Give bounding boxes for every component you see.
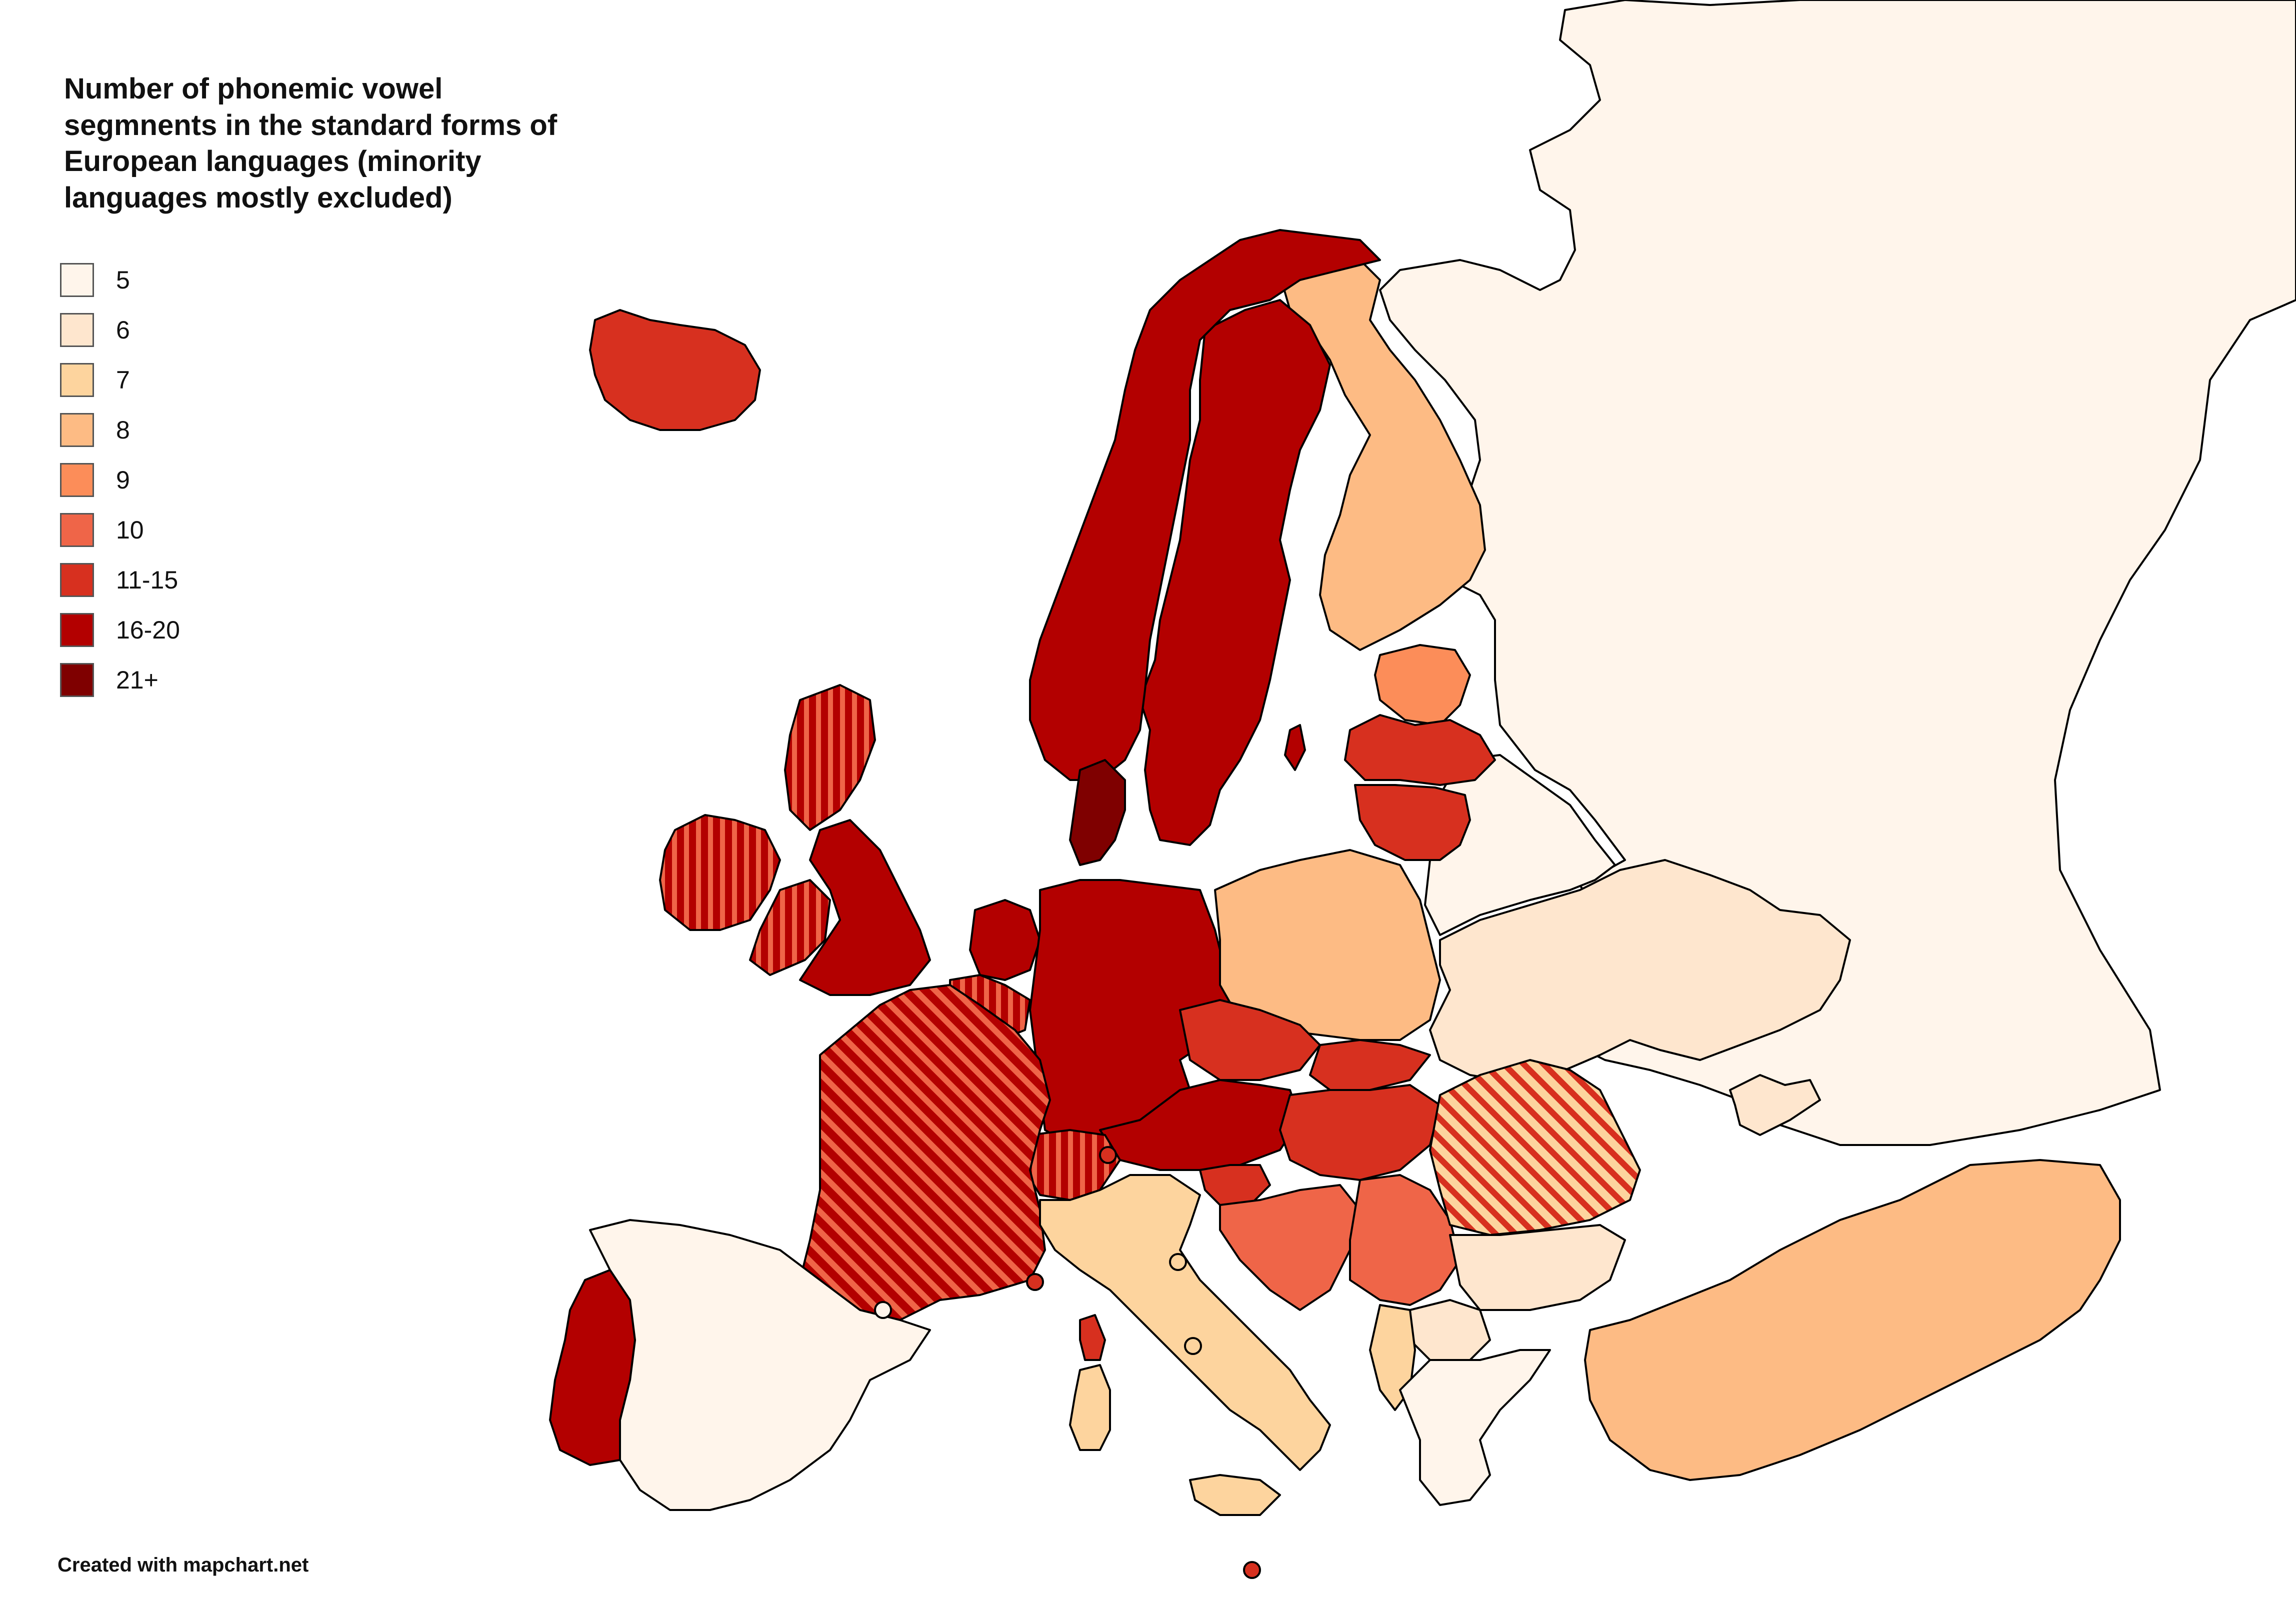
legend: 5 6 7 8 9 10 11-15 16-20 21+: [60, 255, 180, 705]
legend-item: 5: [60, 255, 180, 305]
legend-label: 11-15: [116, 566, 178, 594]
region-greece: [1399, 1349, 1551, 1506]
legend-label: 7: [116, 366, 130, 394]
legend-item: 10: [60, 505, 180, 555]
marker-san-marino: [1169, 1253, 1187, 1271]
legend-swatch: [60, 663, 94, 697]
marker-andorra: [874, 1301, 892, 1319]
region-latvia: [1344, 714, 1496, 786]
region-croatia: [1219, 1184, 1361, 1311]
legend-swatch: [60, 613, 94, 647]
region-denmark: [1069, 759, 1126, 866]
credit-text: Created with mapchart.net: [58, 1554, 309, 1576]
legend-label: 16-20: [116, 616, 180, 644]
region-norway: [1029, 229, 1381, 781]
region-czechia: [1179, 999, 1321, 1081]
map-title: Number of phonemic vowel segmnents in th…: [64, 72, 558, 214]
legend-label: 8: [116, 416, 130, 444]
region-portugal: [549, 1269, 636, 1466]
legend-item: 7: [60, 355, 180, 405]
legend-swatch: [60, 463, 94, 497]
region-sicily: [1189, 1474, 1281, 1516]
legend-label: 9: [116, 466, 130, 494]
region-iceland: [589, 309, 761, 431]
legend-item: 11-15: [60, 555, 180, 605]
legend-swatch: [60, 563, 94, 597]
legend-item: 21+: [60, 655, 180, 705]
legend-swatch: [60, 363, 94, 397]
region-wales[interactable]: [749, 879, 831, 976]
region-finland: [1279, 259, 1486, 651]
region-ukraine: [1429, 859, 1851, 1081]
region-scotland[interactable]: [784, 684, 876, 831]
marker-monaco: [1026, 1273, 1044, 1291]
region-lithuania: [1354, 784, 1471, 861]
legend-swatch: [60, 313, 94, 347]
legend-item: 9: [60, 455, 180, 505]
region-hungary: [1279, 1084, 1441, 1181]
marker-malta: [1243, 1561, 1261, 1579]
region-netherlands: [969, 899, 1041, 981]
legend-label: 6: [116, 316, 130, 344]
legend-item: 8: [60, 405, 180, 455]
region-bulgaria: [1449, 1224, 1626, 1311]
region-estonia: [1374, 644, 1471, 726]
region-ireland[interactable]: [659, 814, 781, 931]
region-macedonia: [1409, 1299, 1491, 1361]
region-corsica: [1079, 1314, 1106, 1361]
legend-label: 10: [116, 516, 144, 544]
region-italy: [1039, 1174, 1331, 1471]
region-turkey: [1584, 1159, 2121, 1481]
region-romania[interactable]: [1429, 1059, 1641, 1236]
region-slovenia: [1199, 1164, 1271, 1206]
legend-item: 6: [60, 305, 180, 355]
region-sardinia: [1069, 1364, 1111, 1451]
region-gotland: [1284, 724, 1306, 771]
legend-item: 16-20: [60, 605, 180, 655]
region-serbia: [1349, 1174, 1461, 1306]
region-france[interactable]: [799, 984, 1051, 1321]
legend-swatch: [60, 263, 94, 297]
region-albania: [1369, 1304, 1416, 1411]
region-sweden: [1139, 299, 1331, 846]
region-crimea: [1729, 1074, 1821, 1136]
marker-liechtenstein: [1099, 1146, 1117, 1164]
legend-label: 5: [116, 266, 130, 294]
region-england: [799, 819, 931, 996]
region-slovakia: [1309, 1039, 1431, 1091]
legend-swatch: [60, 413, 94, 447]
marker-vatican: [1184, 1337, 1202, 1355]
legend-label: 21+: [116, 666, 158, 694]
legend-swatch: [60, 513, 94, 547]
